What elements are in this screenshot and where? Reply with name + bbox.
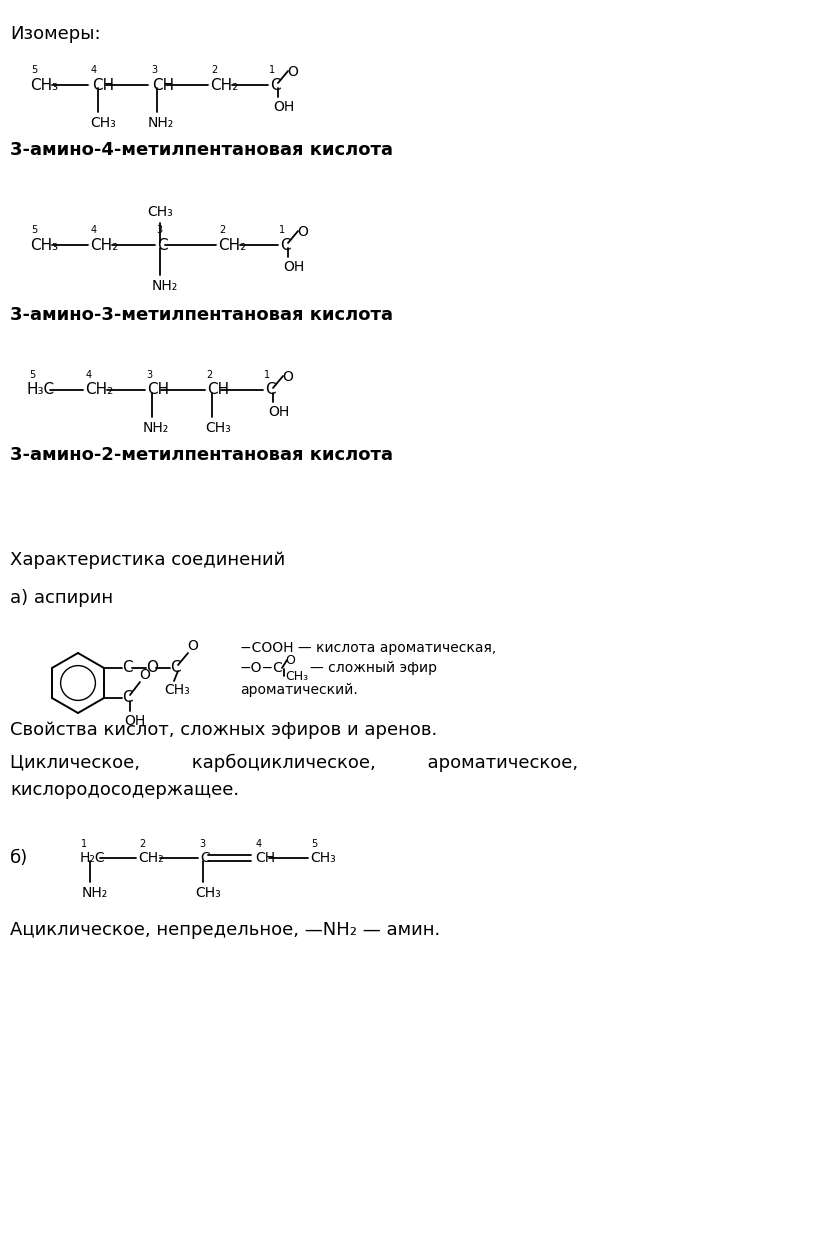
Text: O: O (139, 668, 150, 682)
Text: Ациклическое, непредельное, —NH₂ — амин.: Ациклическое, непредельное, —NH₂ — амин. (10, 922, 441, 939)
Text: CH: CH (255, 850, 275, 865)
Text: OH: OH (283, 261, 304, 274)
Text: 3: 3 (156, 224, 162, 234)
Text: CH: CH (152, 77, 174, 92)
Text: CH₃: CH₃ (205, 421, 231, 435)
Text: CH₂: CH₂ (85, 383, 113, 398)
Text: 5: 5 (31, 224, 37, 234)
Text: 3: 3 (199, 839, 205, 849)
Text: б): б) (10, 849, 29, 867)
Text: 4: 4 (91, 65, 97, 75)
Text: C: C (170, 661, 180, 676)
Text: O: O (146, 661, 158, 676)
Text: C: C (270, 77, 281, 92)
Text: 3: 3 (146, 370, 152, 380)
Text: O: O (287, 65, 298, 79)
Text: CH₃: CH₃ (310, 850, 335, 865)
Text: H₃C: H₃C (26, 383, 54, 398)
Text: O: O (282, 370, 293, 384)
Text: 4: 4 (256, 839, 262, 849)
Text: O: O (285, 653, 295, 666)
Text: O: O (297, 224, 308, 239)
Text: H₂C: H₂C (80, 850, 105, 865)
Text: CH₃: CH₃ (147, 205, 173, 219)
Text: 1: 1 (279, 224, 285, 234)
Text: 2: 2 (219, 224, 225, 234)
Text: OH: OH (273, 100, 295, 113)
Text: C: C (280, 237, 290, 252)
Text: 3-амино-2-метилпентановая кислота: 3-амино-2-метилпентановая кислота (10, 446, 393, 464)
Text: CH₂: CH₂ (210, 77, 238, 92)
Text: C: C (265, 383, 276, 398)
Text: Изомеры:: Изомеры: (10, 25, 100, 42)
Text: C: C (200, 850, 210, 865)
Text: 2: 2 (211, 65, 217, 75)
Text: NH₂: NH₂ (143, 421, 169, 435)
Text: CH: CH (147, 383, 169, 398)
Text: OH: OH (268, 405, 289, 419)
Text: кислородосодержащее.: кислородосодержащее. (10, 781, 239, 799)
Text: CH: CH (92, 77, 114, 92)
Text: 5: 5 (311, 839, 317, 849)
Text: NH₂: NH₂ (82, 887, 109, 900)
Text: 1: 1 (269, 65, 275, 75)
Text: NH₂: NH₂ (148, 116, 175, 130)
Text: O: O (187, 638, 197, 653)
Text: C: C (157, 237, 167, 252)
Text: 2: 2 (206, 370, 212, 380)
Text: CH₃: CH₃ (195, 887, 221, 900)
Text: −COOH — кислота ароматическая,: −COOH — кислота ароматическая, (240, 641, 496, 655)
Text: NH₂: NH₂ (152, 279, 178, 293)
Text: CH₂: CH₂ (218, 237, 246, 252)
Text: C: C (122, 691, 133, 706)
Text: OH: OH (124, 715, 145, 728)
Text: 5: 5 (31, 65, 37, 75)
Text: 3: 3 (151, 65, 157, 75)
Text: ароматический.: ароматический. (240, 683, 357, 697)
Text: а) аспирин: а) аспирин (10, 589, 113, 607)
Text: CH₂: CH₂ (138, 850, 164, 865)
Text: 1: 1 (81, 839, 87, 849)
Text: CH₃: CH₃ (164, 683, 190, 697)
Text: CH: CH (207, 383, 229, 398)
Text: −O−C: −O−C (240, 661, 284, 675)
Text: — сложный эфир: — сложный эфир (310, 661, 437, 675)
Text: CH₂: CH₂ (90, 237, 118, 252)
Text: 3-амино-4-метилпентановая кислота: 3-амино-4-метилпентановая кислота (10, 141, 393, 160)
Text: CH₃: CH₃ (30, 237, 58, 252)
Text: Свойства кислот, сложных эфиров и аренов.: Свойства кислот, сложных эфиров и аренов… (10, 721, 437, 739)
Text: 5: 5 (29, 370, 35, 380)
Text: C: C (122, 661, 133, 676)
Text: Циклическое,         карбоциклическое,         ароматическое,: Циклическое, карбоциклическое, ароматиче… (10, 754, 578, 772)
Text: Характеристика соединений: Характеристика соединений (10, 551, 286, 569)
Text: CH₃: CH₃ (30, 77, 58, 92)
Text: 1: 1 (264, 370, 270, 380)
Text: 3-амино-3-метилпентановая кислота: 3-амино-3-метилпентановая кислота (10, 306, 393, 324)
Text: CH₃: CH₃ (90, 116, 116, 130)
Text: 4: 4 (86, 370, 92, 380)
Text: CH₃: CH₃ (285, 671, 308, 683)
Text: 2: 2 (139, 839, 145, 849)
Text: 4: 4 (91, 224, 97, 234)
